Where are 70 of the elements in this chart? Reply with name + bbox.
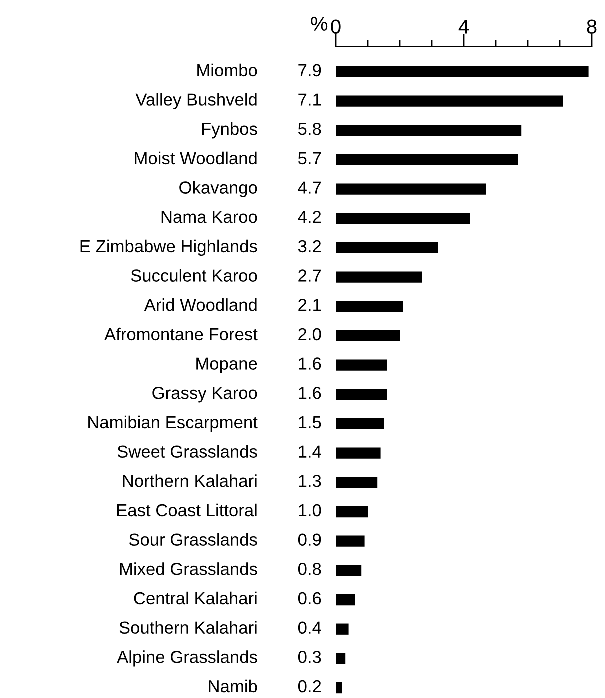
x-tick-label: 8 — [587, 20, 597, 34]
data-label: 0.9 — [298, 534, 322, 546]
bar — [336, 360, 388, 371]
data-label: 1.6 — [299, 358, 322, 370]
bar — [336, 301, 404, 312]
data-label: 0.3 — [298, 651, 322, 664]
y-tick-label: Afromontane Forest — [104, 328, 258, 341]
data-label: 1.3 — [299, 475, 322, 488]
y-tick-label: Sweet Grasslands — [118, 445, 258, 458]
data-label: 7.9 — [298, 64, 322, 77]
bar — [336, 477, 378, 488]
bar — [336, 242, 438, 254]
bar — [336, 125, 522, 136]
y-tick-label: Northern Kalahari — [123, 474, 257, 488]
data-label: 1.6 — [299, 387, 322, 400]
y-tick-label: Miombo — [198, 64, 258, 77]
y-tick-label: Succulent Karoo — [131, 269, 258, 282]
data-label: 0.2 — [298, 680, 322, 693]
y-tick-label: Grassy Karoo — [152, 387, 258, 403]
x-tick-label: 4 — [458, 20, 470, 34]
y-tick-label: Mopane — [196, 358, 258, 374]
y-tick-label: Sour Grasslands — [129, 533, 258, 546]
bar — [336, 536, 365, 547]
bar — [336, 682, 342, 694]
bar — [336, 448, 381, 459]
data-label: 0.6 — [298, 592, 322, 605]
y-tick-label: Namib — [209, 680, 258, 693]
y-tick-label: E Zimbabwe Highlands — [80, 240, 258, 256]
bar — [336, 565, 362, 576]
y-tick-label: Southern Kalahari — [120, 621, 257, 634]
data-label: 0.8 — [298, 563, 322, 576]
y-tick-label: Alpine Grasslands — [117, 650, 258, 667]
bar — [336, 213, 470, 224]
data-label: 1.0 — [299, 504, 322, 517]
x-tick-label: 0 — [331, 20, 341, 34]
x-axis-title: % — [311, 16, 328, 31]
y-tick-label: Namibian Escarpment — [88, 416, 258, 432]
bar — [336, 418, 384, 430]
data-label: 7.1 — [298, 94, 322, 106]
bar — [336, 96, 564, 107]
data-label: 3.2 — [298, 240, 322, 253]
data-label: 1.4 — [299, 446, 322, 458]
data-label: 5.8 — [298, 122, 322, 136]
bar — [336, 66, 589, 78]
bar — [336, 272, 422, 283]
bar — [336, 184, 486, 195]
bar — [336, 389, 388, 400]
y-tick-label: East Coast Littoral — [118, 504, 257, 517]
data-label: 2.0 — [298, 328, 322, 341]
data-label: 0.4 — [298, 622, 322, 634]
data-label: 2.7 — [298, 270, 322, 282]
y-tick-label: Moist Woodland — [135, 152, 257, 165]
bar — [336, 653, 346, 664]
y-tick-label: Fynbos — [202, 122, 258, 139]
data-label: 4.2 — [298, 210, 322, 224]
y-tick-label: Mixed Grasslands — [120, 562, 258, 576]
y-tick-label: Nama Karoo — [162, 211, 258, 224]
y-tick-label: Valley Bushveld — [136, 93, 257, 110]
y-tick-label: Central Kalahari — [134, 592, 257, 605]
bar — [336, 624, 349, 635]
bar — [336, 330, 400, 342]
y-tick-label: Arid Woodland — [144, 298, 257, 312]
data-label: 1.5 — [299, 416, 322, 429]
data-label: 2.1 — [298, 299, 322, 312]
y-tick-label: Okavango — [180, 181, 258, 198]
bar — [336, 506, 368, 518]
bar — [336, 594, 356, 606]
data-label: 4.7 — [298, 182, 322, 194]
data-label: 5.7 — [298, 152, 322, 165]
bar — [336, 154, 518, 166]
